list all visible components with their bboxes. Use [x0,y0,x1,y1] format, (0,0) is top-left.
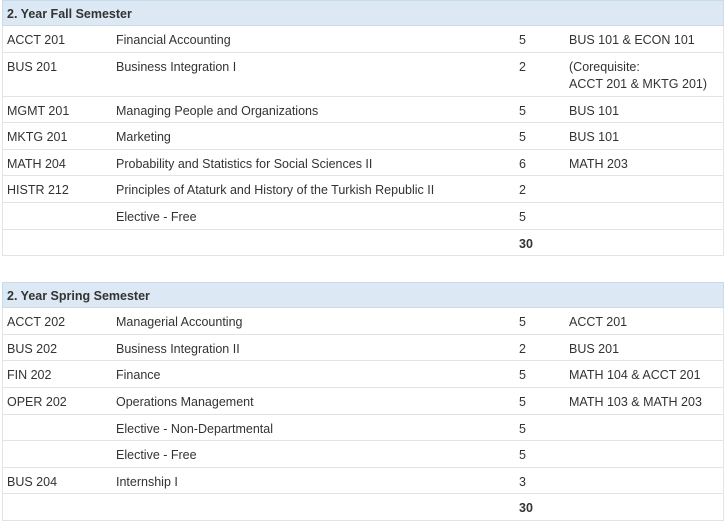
course-name: Elective - Free [116,209,197,224]
course-name: Managerial Accounting [116,315,243,330]
course-prerequisite: (Corequisite: ACCT 201 & MKTG 201) [569,59,708,91]
course-prerequisite: BUS 201 [569,341,620,356]
course-code: OPER 202 [7,394,67,409]
course-code: BUS 202 [7,341,58,356]
course-code [3,203,112,229]
total-row: 30 [2,494,724,521]
course-name: Financial Accounting [116,33,231,47]
table-row: MGMT 201 Managing People and Organizatio… [2,96,724,124]
course-code: BUS 204 [7,474,58,489]
course-prerequisite [565,203,723,229]
semester-table-spring: 2. Year Spring Semester ACCT 202 Manager… [2,282,724,521]
course-credits: 5 [519,33,526,47]
course-prerequisite: ACCT 201 [569,315,628,330]
course-name: Principles of Ataturk and History of the… [116,183,435,198]
course-code: BUS 201 [7,59,58,74]
table-row: Elective - Free 5 [2,202,724,230]
course-credits: 5 [519,103,526,118]
course-name: Finance [116,368,161,383]
course-credits: 5 [519,209,526,224]
table-row: FIN 202 Finance 5 MATH 104 & ACCT 201 [2,361,724,388]
course-name: Elective - Non-Departmental [116,421,274,436]
course-prerequisite: BUS 101 & ECON 101 [569,33,695,47]
table-row: BUS 201 Business Integration I 2 (Corequ… [2,52,724,97]
course-credits: 5 [519,368,526,383]
semester-title: 2. Year Spring Semester [2,282,724,309]
course-name: Marketing [116,130,171,145]
course-code [3,441,112,467]
course-credits: 5 [519,448,526,463]
semester-table-fall: 2. Year Fall Semester ACCT 201 Financial… [2,0,724,257]
table-row: MKTG 201 Marketing 5 BUS 101 [2,123,724,150]
table-row: OPER 202 Operations Management 5 MATH 10… [2,387,724,415]
table-row: BUS 204 Internship I 3 [2,467,724,495]
course-prerequisite [565,441,723,467]
course-prerequisite [565,176,723,202]
course-prerequisite: MATH 203 [569,156,628,171]
total-credits: 30 [519,501,533,516]
course-name: Managing People and Organizations [116,103,319,118]
course-credits: 5 [519,130,526,145]
course-code: FIN 202 [7,368,52,383]
table-row: ACCT 202 Managerial Accounting 5 ACCT 20… [2,308,724,335]
course-name: Elective - Free [116,448,197,463]
course-credits: 2 [519,183,526,198]
course-credits: 2 [519,341,526,356]
semester-title: 2. Year Fall Semester [2,0,724,26]
course-code: ACCT 202 [7,315,66,330]
course-prerequisite: BUS 101 [569,130,620,145]
total-credits: 30 [519,236,533,251]
course-prerequisite: MATH 104 & ACCT 201 [569,368,701,383]
course-credits: 5 [519,315,526,330]
course-credits: 6 [519,156,526,171]
course-code [3,415,112,441]
course-name: Internship I [116,474,178,489]
course-credits: 2 [519,59,526,74]
course-name: Probability and Statistics for Social Sc… [116,156,373,171]
course-name: Business Integration I [116,59,237,74]
course-name: Operations Management [116,394,254,409]
table-row: HISTR 212 Principles of Ataturk and Hist… [2,176,724,203]
section-gap [0,256,726,282]
course-name: Business Integration II [116,341,240,356]
table-row: MATH 204 Probability and Statistics for … [2,149,724,177]
table-row: BUS 202 Business Integration II 2 BUS 20… [2,334,724,362]
course-prerequisite: BUS 101 [569,103,620,118]
course-credits: 5 [519,394,526,409]
course-prerequisite [565,415,723,441]
course-credits: 3 [519,474,526,489]
course-prerequisite [565,468,723,494]
course-code: MKTG 201 [7,130,68,145]
table-row: Elective - Free 5 [2,441,724,468]
table-row: ACCT 201 Financial Accounting 5 BUS 101 … [2,26,724,53]
course-code: MATH 204 [7,156,66,171]
course-prerequisite: MATH 103 & MATH 203 [569,394,702,409]
course-code: HISTR 212 [7,183,69,198]
total-row: 30 [2,229,724,257]
course-code: ACCT 201 [7,33,66,47]
course-credits: 5 [519,421,526,436]
course-code: MGMT 201 [7,103,70,118]
table-row: Elective - Non-Departmental 5 [2,414,724,442]
